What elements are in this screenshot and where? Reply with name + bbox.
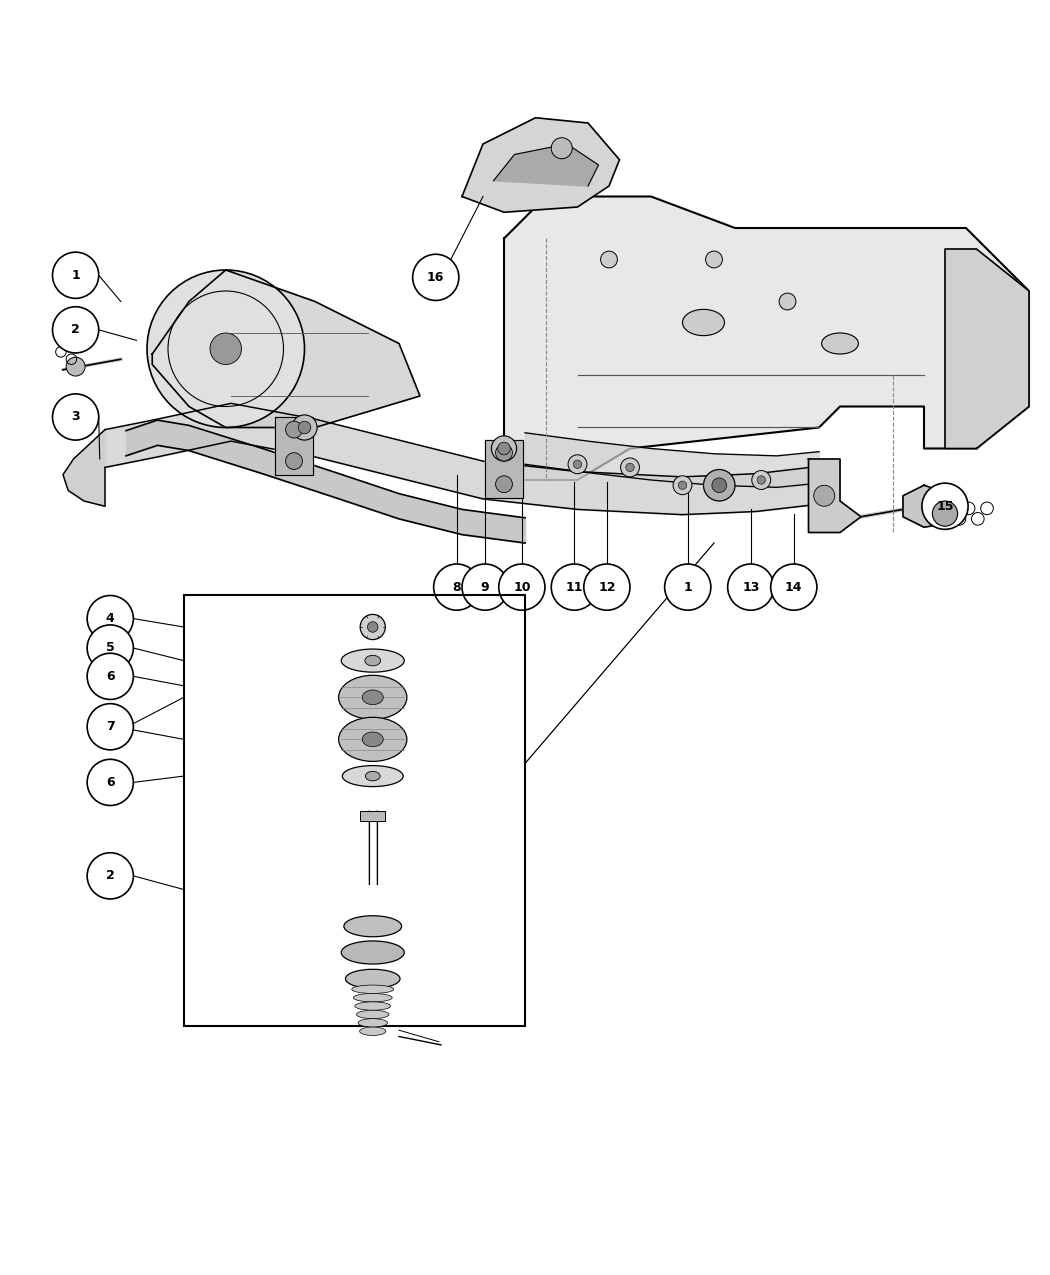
Circle shape <box>712 478 727 492</box>
Circle shape <box>87 760 133 806</box>
Text: 1: 1 <box>684 580 692 594</box>
Ellipse shape <box>362 690 383 705</box>
Circle shape <box>752 470 771 490</box>
Circle shape <box>434 564 480 611</box>
Polygon shape <box>485 440 523 497</box>
Ellipse shape <box>341 941 404 964</box>
Text: 11: 11 <box>566 580 583 594</box>
Text: 15: 15 <box>937 500 953 513</box>
Circle shape <box>771 564 817 611</box>
Bar <box>184 595 525 1026</box>
Polygon shape <box>494 144 598 186</box>
Text: 16: 16 <box>427 270 444 284</box>
Circle shape <box>52 307 99 353</box>
Ellipse shape <box>338 718 407 761</box>
Text: 3: 3 <box>71 411 80 423</box>
Circle shape <box>87 625 133 671</box>
Circle shape <box>621 458 639 477</box>
Ellipse shape <box>682 310 724 335</box>
Circle shape <box>360 615 385 640</box>
Circle shape <box>147 270 304 427</box>
Text: 12: 12 <box>598 580 615 594</box>
Ellipse shape <box>338 676 407 719</box>
Circle shape <box>498 442 510 455</box>
Circle shape <box>568 455 587 474</box>
Circle shape <box>413 254 459 301</box>
Text: 2: 2 <box>106 870 114 882</box>
Circle shape <box>496 444 512 462</box>
Circle shape <box>87 704 133 750</box>
Circle shape <box>286 453 302 469</box>
Text: 6: 6 <box>106 669 114 683</box>
Circle shape <box>584 564 630 611</box>
Text: 8: 8 <box>453 580 461 594</box>
Ellipse shape <box>358 1019 387 1028</box>
Circle shape <box>66 357 85 376</box>
Ellipse shape <box>365 771 380 780</box>
Circle shape <box>932 501 958 527</box>
Circle shape <box>87 595 133 641</box>
Circle shape <box>626 463 634 472</box>
Text: 13: 13 <box>742 580 759 594</box>
Circle shape <box>496 476 512 492</box>
Circle shape <box>678 481 687 490</box>
Circle shape <box>298 421 311 434</box>
Text: 14: 14 <box>785 580 802 594</box>
Circle shape <box>665 564 711 611</box>
Circle shape <box>601 251 617 268</box>
Circle shape <box>704 469 735 501</box>
Polygon shape <box>504 196 1029 479</box>
Text: 5: 5 <box>106 641 114 654</box>
Ellipse shape <box>362 732 383 747</box>
Circle shape <box>87 653 133 700</box>
Circle shape <box>922 483 968 529</box>
Text: 2: 2 <box>71 324 80 337</box>
Bar <box>360 811 385 821</box>
Ellipse shape <box>344 915 401 937</box>
Ellipse shape <box>352 986 394 993</box>
Circle shape <box>292 414 317 440</box>
Circle shape <box>499 564 545 611</box>
Circle shape <box>210 333 242 365</box>
Circle shape <box>551 138 572 158</box>
Circle shape <box>706 251 722 268</box>
Circle shape <box>58 311 75 328</box>
Circle shape <box>551 564 597 611</box>
Text: 9: 9 <box>481 580 489 594</box>
Circle shape <box>52 252 99 298</box>
Text: 6: 6 <box>106 776 114 789</box>
Polygon shape <box>808 459 861 533</box>
Circle shape <box>368 622 378 632</box>
Polygon shape <box>462 117 620 212</box>
Ellipse shape <box>365 655 380 666</box>
Circle shape <box>728 564 774 611</box>
Text: 4: 4 <box>106 612 114 625</box>
Ellipse shape <box>359 1028 386 1035</box>
Polygon shape <box>903 486 956 528</box>
Ellipse shape <box>341 649 404 672</box>
Circle shape <box>779 293 796 310</box>
Circle shape <box>491 436 517 462</box>
Ellipse shape <box>345 969 400 988</box>
Circle shape <box>757 476 765 484</box>
Text: 1: 1 <box>71 269 80 282</box>
Circle shape <box>673 476 692 495</box>
Text: 7: 7 <box>106 720 114 733</box>
Circle shape <box>87 853 133 899</box>
Polygon shape <box>945 249 1029 449</box>
Ellipse shape <box>353 993 393 1002</box>
Ellipse shape <box>821 333 859 354</box>
Ellipse shape <box>342 765 403 787</box>
Polygon shape <box>152 270 420 427</box>
Circle shape <box>52 394 99 440</box>
Polygon shape <box>63 430 105 506</box>
Circle shape <box>286 421 302 439</box>
Circle shape <box>573 460 582 468</box>
Polygon shape <box>275 417 313 474</box>
Circle shape <box>814 486 835 506</box>
Circle shape <box>462 564 508 611</box>
Ellipse shape <box>355 1002 391 1010</box>
Text: 10: 10 <box>513 580 530 594</box>
Ellipse shape <box>356 1010 388 1019</box>
